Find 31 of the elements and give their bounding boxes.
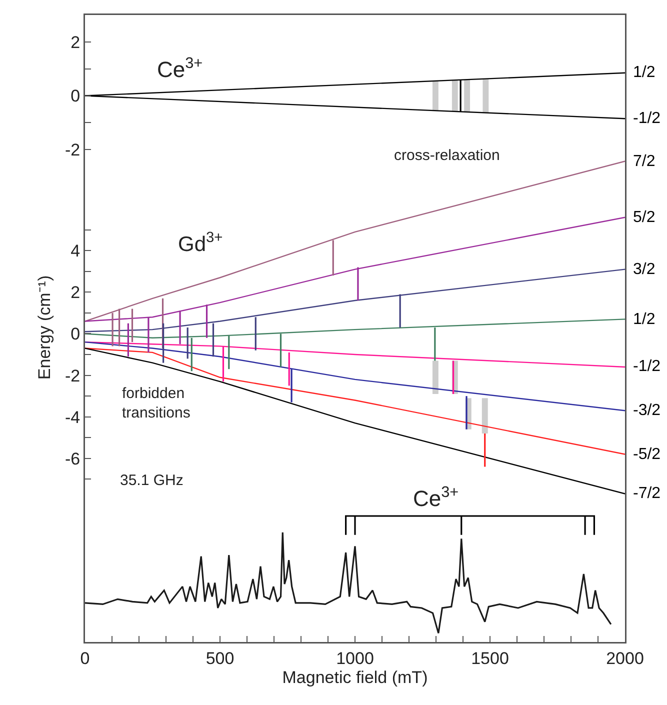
y-tick-label: 2 — [70, 283, 80, 302]
x-tick-label: 2000 — [606, 648, 644, 668]
x-tick-label: 500 — [206, 648, 234, 668]
series-label: 5/2 — [633, 209, 656, 226]
y-tick-label: 0 — [70, 86, 80, 106]
series-label: -3/2 — [633, 402, 661, 419]
series-label: -1/2 — [633, 110, 661, 127]
x-tick-label: 1500 — [471, 648, 509, 668]
x-tick-label: 1000 — [336, 648, 374, 668]
series-label: 3/2 — [633, 261, 656, 278]
annotation: Gd$^{3+}$ — [178, 230, 223, 256]
series-label: -1/2 — [633, 358, 661, 375]
x-axis-title: Magnetic field (mT) — [282, 668, 428, 688]
y-tick-label: 4 — [70, 242, 80, 261]
y-tick-label: 0 — [70, 324, 80, 344]
y-tick-label: -2 — [64, 140, 80, 160]
y-tick-label: 2 — [70, 32, 80, 52]
series-label: -7/2 — [633, 485, 661, 502]
series-label: -5/2 — [633, 446, 661, 463]
y-tick-label: -4 — [64, 408, 80, 427]
annotation: 35.1 GHz — [120, 472, 184, 489]
annotation: cross-relaxation — [394, 147, 500, 164]
series-label: 1/2 — [633, 64, 656, 81]
series-label: 7/2 — [633, 153, 656, 170]
series-label: 1/2 — [633, 311, 656, 328]
y-tick-label: -2 — [64, 366, 80, 386]
y-tick-label: -6 — [64, 449, 80, 468]
annotation: Ce$^{3+}$ — [413, 484, 459, 512]
annotation: forbidden transitions — [122, 385, 190, 422]
annotation: Ce$^{3+}$ — [157, 55, 203, 82]
y-axis-title: Energy (cm⁻¹) — [34, 275, 54, 380]
